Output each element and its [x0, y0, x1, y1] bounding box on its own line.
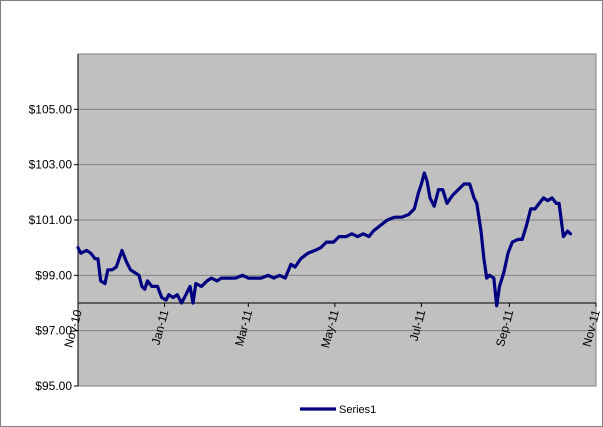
y-tick-label: $97.00 [35, 324, 72, 338]
gridlines [78, 108, 596, 387]
y-tick-label: $99.00 [35, 268, 72, 282]
y-tick-label: $101.00 [29, 213, 73, 227]
legend: Series1 [300, 404, 376, 416]
y-tick-label: $95.00 [35, 379, 72, 393]
legend-label: Series1 [339, 404, 376, 416]
y-tick-label: $105.00 [29, 102, 73, 116]
series-layer [76, 171, 573, 308]
series-line-series1 [76, 171, 573, 308]
y-axis: $95.00 $97.00 $99.00 $101.00 $103.00 $105.00 [29, 54, 79, 393]
y-tick-label: $103.00 [29, 158, 73, 172]
